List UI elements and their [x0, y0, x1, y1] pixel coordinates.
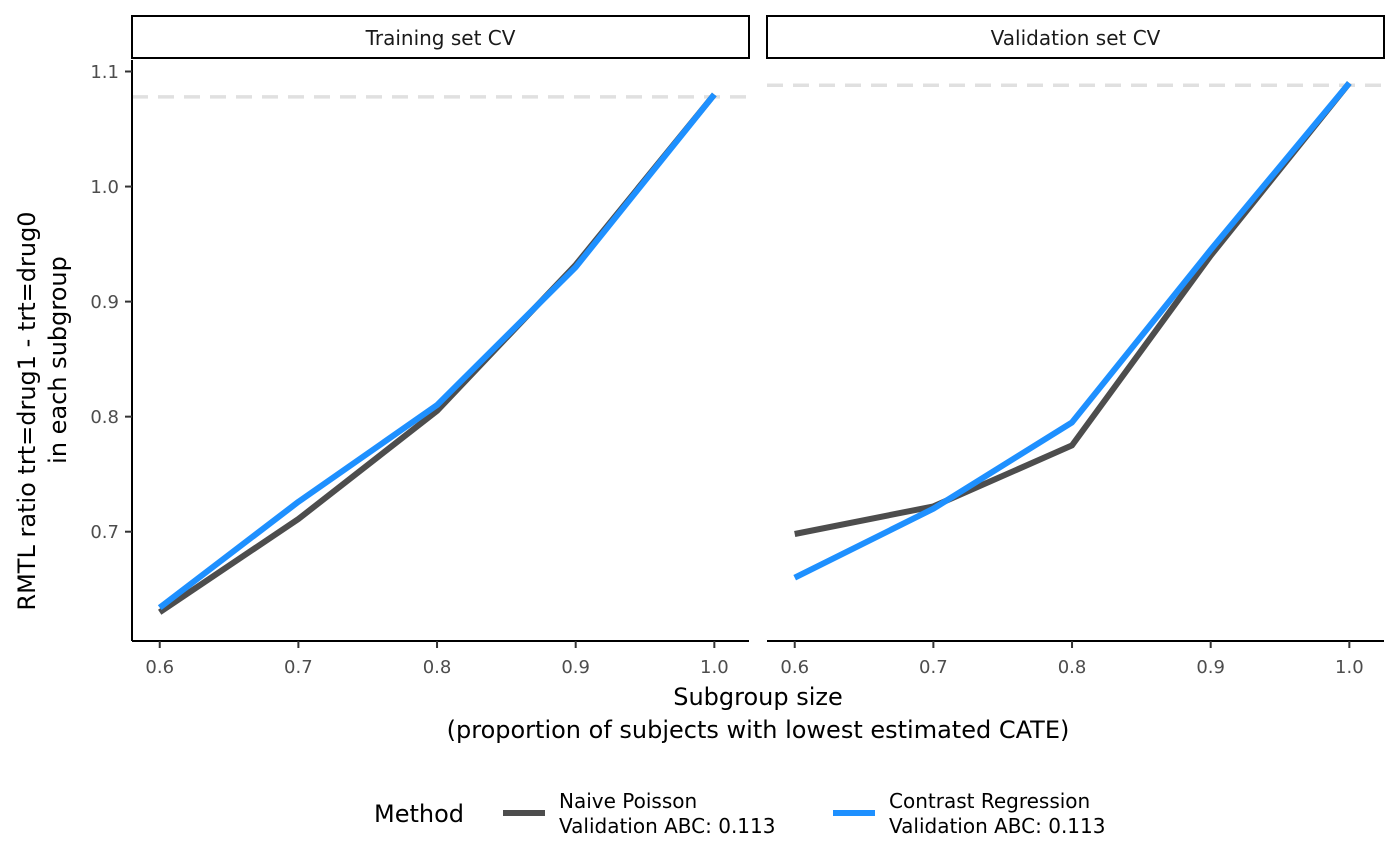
x-axis-title-line1: Subgroup size	[673, 683, 843, 711]
series-line-training-naive-poisson	[158, 92, 717, 615]
series-line-validation-contrast-regression	[793, 81, 1352, 581]
facet-title-training: Training set CV	[365, 26, 516, 50]
x-tick-label-validation-0-8: 0.8	[1058, 657, 1087, 678]
x-axis-title-line2: (proportion of subjects with lowest esti…	[447, 716, 1070, 744]
x-tick-label-training-0-9: 0.9	[561, 657, 590, 678]
x-axis-title: Subgroup size (proportion of subjects wi…	[447, 683, 1070, 744]
panel-training: 0.6 0.7 0.8 0.9 1.0	[132, 92, 749, 678]
y-tick-label-1-0: 1.0	[90, 177, 119, 198]
y-axis: 0.7 0.8 0.9 1.0 1.1	[90, 60, 133, 641]
x-tick-label-validation-0-6: 0.6	[780, 657, 809, 678]
x-tick-label-validation-1-0: 1.0	[1335, 657, 1364, 678]
y-tick-label-0-7: 0.7	[90, 522, 119, 543]
y-tick-label-0-8: 0.8	[90, 407, 119, 428]
facet-strip-validation: Validation set CV	[766, 15, 1385, 59]
legend-item-naive-poisson: Naive Poisson Validation ABC: 0.113	[503, 789, 775, 838]
legend-item-contrast-regression: Contrast Regression Validation ABC: 0.11…	[833, 789, 1105, 838]
legend-label-contrast-regression-line1: Contrast Regression	[889, 789, 1090, 813]
series-line-training-contrast-regression	[157, 92, 717, 610]
panel-validation: 0.6 0.7 0.8 0.9 1.0	[767, 81, 1384, 678]
y-tick-label-1-1: 1.1	[90, 62, 119, 83]
x-tick-label-validation-0-7: 0.7	[919, 657, 948, 678]
series-line-validation-naive-poisson	[794, 81, 1352, 537]
facet-title-validation: Validation set CV	[991, 26, 1161, 50]
legend: Method Naive Poisson Validation ABC: 0.1…	[374, 789, 1105, 838]
x-tick-label-validation-0-9: 0.9	[1196, 657, 1225, 678]
legend-title: Method	[374, 800, 464, 828]
x-tick-label-training-0-7: 0.7	[284, 657, 313, 678]
legend-label-naive-poisson-line1: Naive Poisson	[559, 789, 697, 813]
y-tick-label-0-9: 0.9	[90, 292, 119, 313]
y-axis-title-line1: RMTL ratio trt=drug1 - trt=drug0	[13, 211, 41, 610]
x-tick-label-training-1-0: 1.0	[700, 657, 729, 678]
x-tick-label-training-0-6: 0.6	[145, 657, 174, 678]
y-axis-title-line2: in each subgroup	[44, 256, 72, 464]
y-axis-title: RMTL ratio trt=drug1 - trt=drug0 in each…	[13, 211, 72, 610]
x-tick-label-training-0-8: 0.8	[423, 657, 452, 678]
legend-label-contrast-regression-line2: Validation ABC: 0.113	[889, 814, 1105, 838]
legend-label-naive-poisson-line2: Validation ABC: 0.113	[559, 814, 775, 838]
facet-strip-training: Training set CV	[131, 15, 750, 59]
